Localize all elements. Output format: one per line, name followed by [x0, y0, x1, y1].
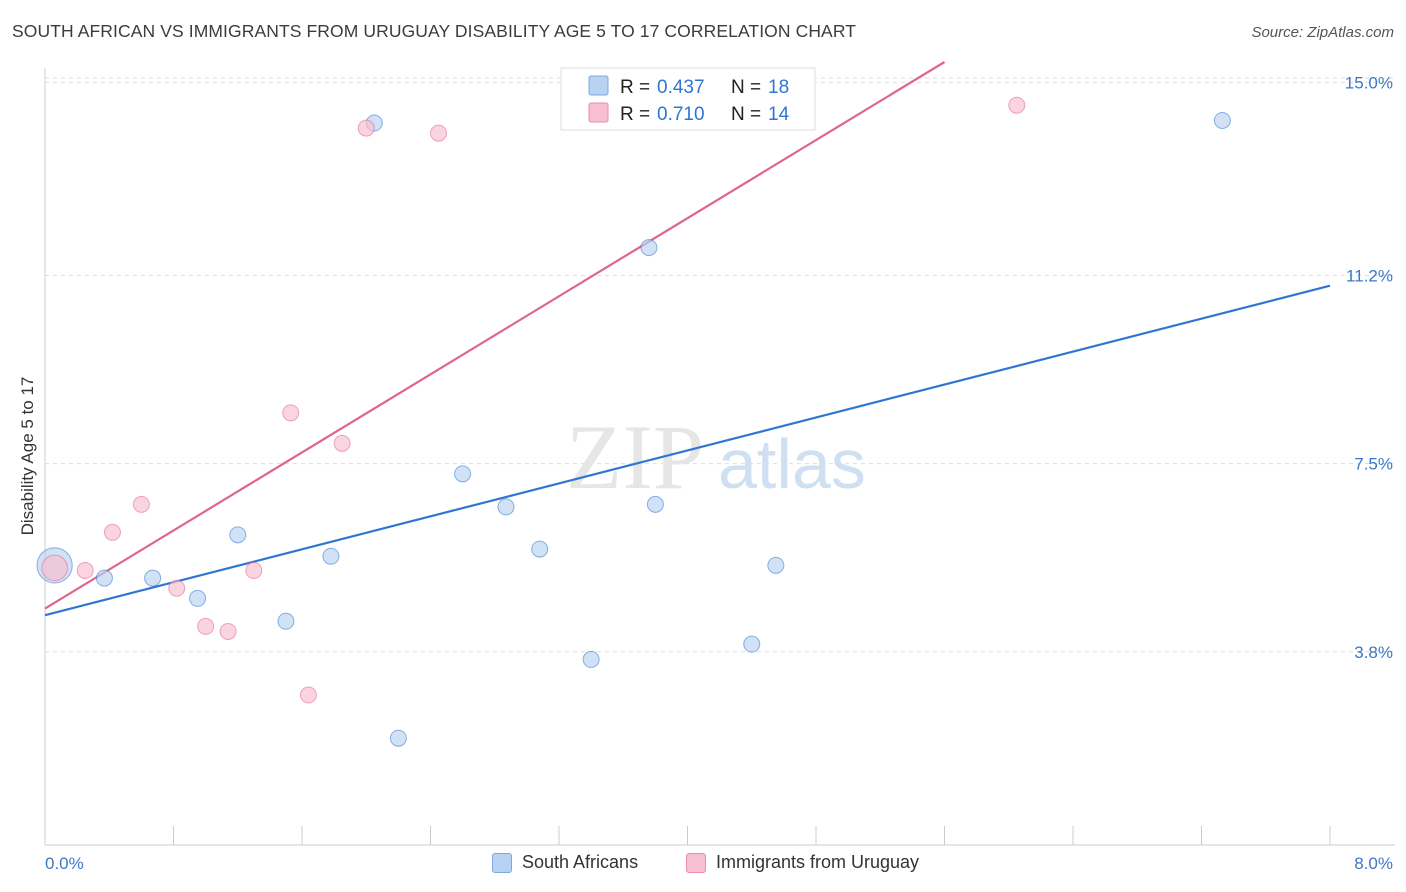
legend-n-value-2: 14 — [768, 104, 790, 125]
x-tick-label-min: 0.0% — [45, 854, 84, 873]
legend-n-value-1: 18 — [768, 77, 789, 98]
legend-swatch-blue — [588, 75, 609, 96]
data-point-pink — [197, 617, 215, 635]
data-point-pink — [357, 119, 375, 137]
watermark-zip: ZIP — [566, 406, 704, 508]
legend-bottom: South Africans Immigrants from Uruguay — [0, 852, 1406, 878]
data-point-blue — [497, 498, 515, 516]
trend-line-blue — [44, 284, 1331, 617]
data-point-blue — [646, 495, 664, 513]
data-point-blue — [189, 589, 207, 607]
data-point-blue — [640, 239, 658, 257]
source-label: Source: ZipAtlas.com — [1251, 24, 1394, 41]
data-point-blue — [277, 612, 295, 630]
data-point-blue — [144, 569, 162, 587]
data-point-blue — [1213, 111, 1231, 129]
tick-label-layer: 3.8% 7.5% 11.2% 15.0% 0.0% 8.0% — [45, 73, 1393, 873]
data-point-pink — [245, 561, 263, 579]
legend-n-label-2: N = — [731, 104, 761, 125]
trend-layer — [44, 61, 1331, 617]
chart-title: SOUTH AFRICAN VS IMMIGRANTS FROM URUGUAY… — [12, 21, 857, 41]
data-point-blue — [767, 556, 785, 574]
legend-swatch-south-africans — [492, 852, 512, 873]
legend-r-value-2: 0.710 — [657, 104, 705, 125]
data-point-blue — [322, 547, 340, 565]
data-point-pink — [168, 579, 186, 597]
legend-top: R = 0.437 N = 18 R = 0.710 N = 14 — [560, 67, 816, 131]
y-tick-label: 15.0% — [1345, 73, 1393, 92]
data-point-pink — [132, 495, 150, 513]
data-point-blue — [531, 540, 549, 558]
legend-item-uruguay[interactable]: Immigrants from Uruguay — [686, 852, 919, 873]
y-axis-label: Disability Age 5 to 17 — [18, 377, 37, 536]
data-point-blue — [389, 729, 407, 747]
legend-r-label-2: R = — [620, 104, 650, 125]
data-point-blue — [229, 526, 247, 544]
legend-swatch-uruguay — [686, 852, 706, 873]
data-point-pink — [76, 561, 94, 579]
data-point-pink — [430, 124, 448, 142]
data-point-blue — [582, 650, 600, 668]
data-point-pink — [299, 686, 317, 704]
y-tick-label: 7.5% — [1354, 455, 1393, 474]
legend-swatch-pink — [588, 102, 609, 123]
points-layer — [36, 96, 1231, 747]
legend-r-value-1: 0.437 — [657, 77, 705, 98]
trend-line-pink — [44, 61, 946, 610]
y-tick-label: 11.2% — [1346, 267, 1393, 286]
x-tick-label-max: 8.0% — [1354, 854, 1393, 873]
data-point-pink — [333, 434, 351, 452]
y-tick-label: 3.8% — [1354, 643, 1393, 662]
data-point-blue — [95, 569, 113, 587]
data-point-blue — [454, 465, 472, 483]
data-point-pink — [219, 622, 237, 640]
legend-n-label-1: N = — [731, 77, 761, 98]
axis-layer — [44, 68, 1395, 846]
legend-r-label-1: R = — [620, 77, 650, 98]
watermark-atlas: atlas — [718, 425, 866, 503]
watermark: ZIP atlas — [566, 406, 866, 508]
data-point-pink — [103, 523, 121, 541]
legend-item-south-africans[interactable]: South Africans — [492, 852, 638, 873]
data-point-pink — [1008, 96, 1026, 114]
legend-label-uruguay: Immigrants from Uruguay — [716, 852, 920, 872]
data-point-pink — [41, 554, 68, 582]
data-point-blue — [743, 635, 761, 653]
data-point-pink — [282, 404, 300, 422]
legend-label-south-africans: South Africans — [522, 852, 639, 872]
